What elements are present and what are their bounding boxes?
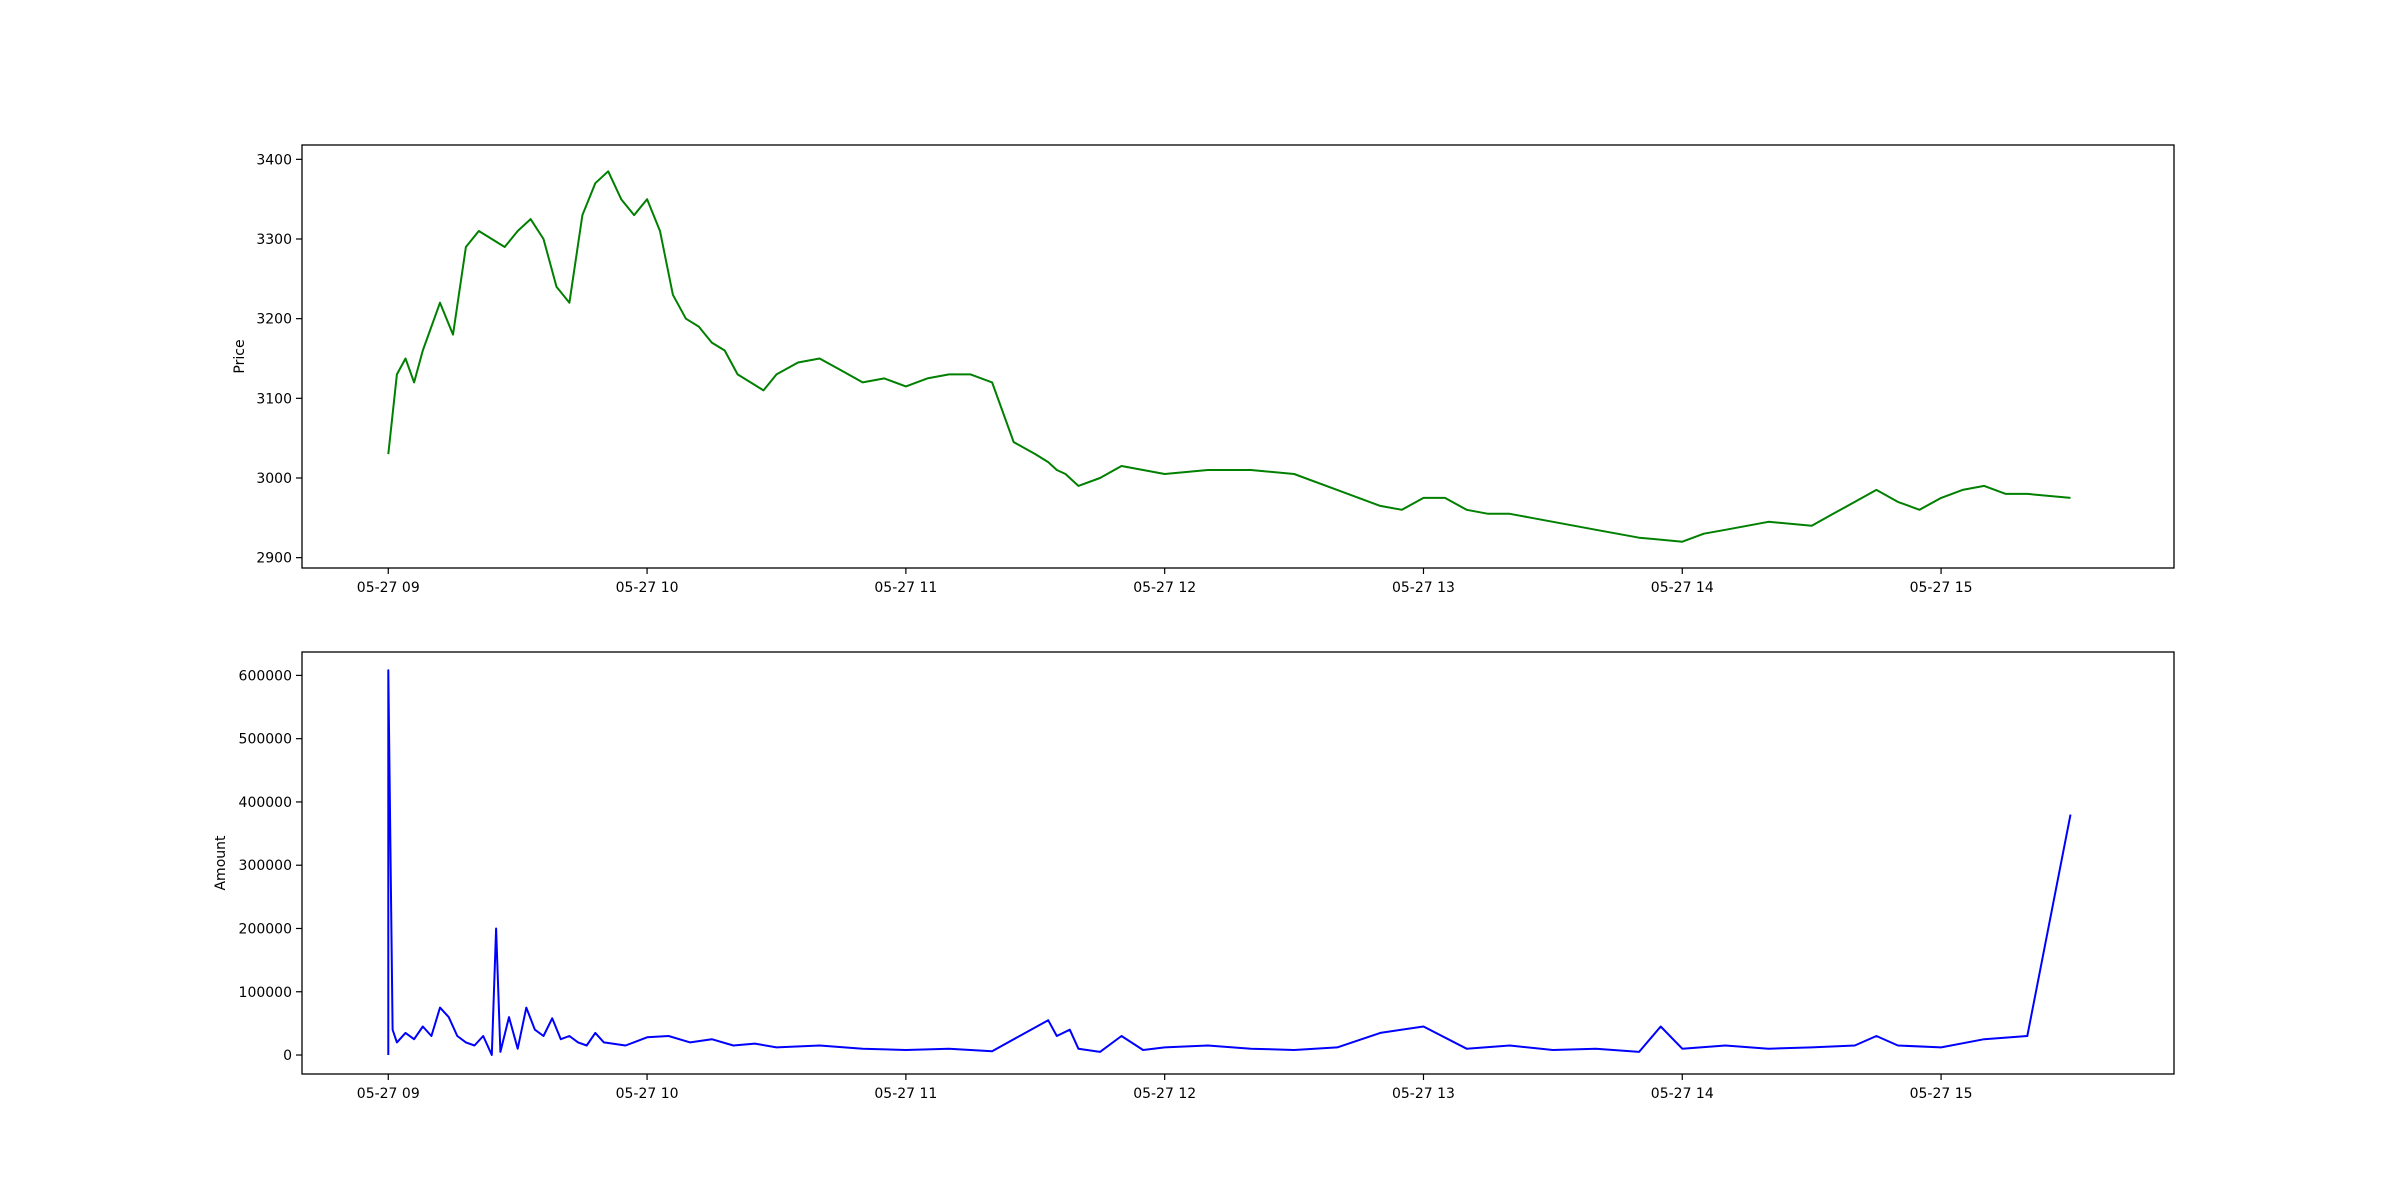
amount-series-line <box>387 669 2072 1056</box>
price-x-tick-label: 05-27 12 <box>1133 580 1196 596</box>
amount-series <box>387 669 2072 1056</box>
price-x-tick-label: 05-27 11 <box>874 580 937 596</box>
price-y-tick-label: 3100 <box>256 391 292 407</box>
amount-y-tick-label: 0 <box>283 1048 292 1064</box>
amount-y-tick-label: 300000 <box>239 858 292 874</box>
price-y-tick-label: 2900 <box>256 551 292 567</box>
price-x-tick-label: 05-27 15 <box>1910 580 1973 596</box>
amount-axes-frame <box>301 651 2175 1075</box>
amount-plot: 0 100000 200000 300000 400000 500000 600000 05… <box>213 651 2175 1102</box>
amount-x-tick-label: 05-27 11 <box>874 1086 937 1102</box>
amount-x-tick-label: 05-27 13 <box>1392 1086 1455 1102</box>
amount-y-tick-label: 600000 <box>239 668 292 684</box>
amount-y-tick-label: 100000 <box>239 985 292 1001</box>
price-y-tick-label: 3000 <box>256 471 292 487</box>
amount-x-tick-label: 05-27 12 <box>1133 1086 1196 1102</box>
amount-x-tick-label: 05-27 14 <box>1651 1086 1714 1102</box>
price-series-line <box>387 170 2071 543</box>
amount-x-tick-label: 05-27 10 <box>616 1086 679 1102</box>
amount-y-axis-label: Amount <box>213 835 229 891</box>
amount-x-tick-label: 05-27 09 <box>357 1086 420 1102</box>
amount-y-tick-label: 400000 <box>239 795 292 811</box>
amount-y-tick-label: 500000 <box>239 732 292 748</box>
price-y-tick-label: 3400 <box>256 152 292 168</box>
price-x-tick-label: 05-27 13 <box>1392 580 1455 596</box>
price-y-tick-label: 3200 <box>256 312 292 328</box>
price-series <box>387 170 2071 543</box>
price-x-tick-label: 05-27 09 <box>357 580 420 596</box>
amount-x-ticks: 05-27 09 05-27 10 05-27 11 05-27 12 05-27 13… <box>357 1074 1973 1102</box>
amount-x-tick-label: 05-27 15 <box>1910 1086 1973 1102</box>
price-plot: 2900 3000 3100 3200 3300 3400 05-27 09 05-27 1… <box>232 144 2175 596</box>
price-x-ticks: 05-27 09 05-27 10 05-27 11 05-27 12 05-27 13… <box>357 568 1973 596</box>
price-y-tick-label: 3300 <box>256 232 292 248</box>
price-x-tick-label: 05-27 14 <box>1651 580 1714 596</box>
amount-y-tick-label: 200000 <box>239 921 292 937</box>
price-y-axis-label: Price <box>232 339 248 373</box>
amount-y-ticks: 0 100000 200000 300000 400000 500000 600000 <box>239 668 302 1064</box>
price-axes-frame <box>301 144 2175 569</box>
price-y-ticks: 2900 3000 3100 3200 3300 3400 <box>256 152 302 567</box>
price-x-tick-label: 05-27 10 <box>616 580 679 596</box>
